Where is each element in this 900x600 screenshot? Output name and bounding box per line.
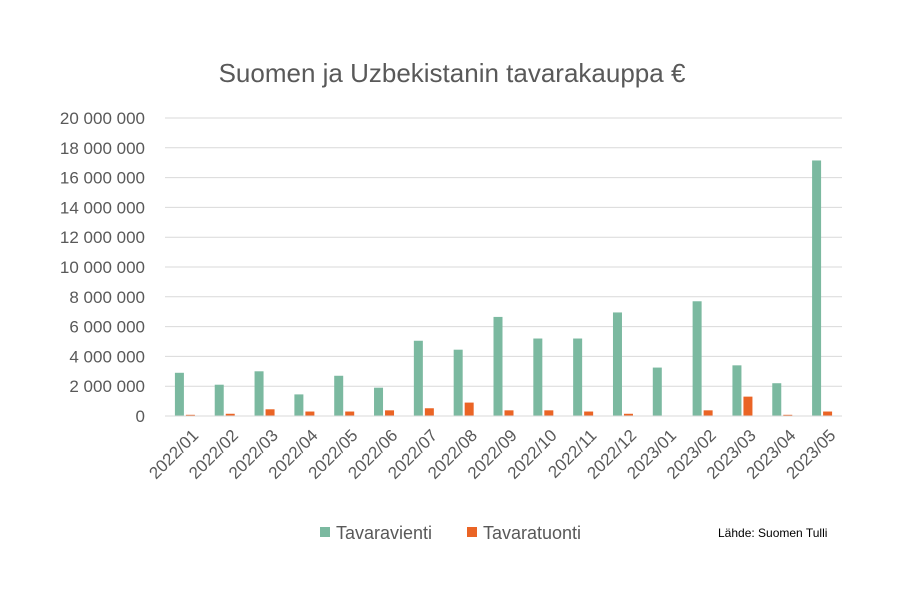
x-axis-ticks: 2022/012022/022022/032022/042022/052022/…	[145, 426, 839, 483]
bar-tavaratuonti-2022-07	[424, 408, 434, 416]
bar-tavaratuonti-2022-02	[225, 413, 235, 416]
y-tick-label: 0	[136, 407, 145, 426]
bar-tavaravienti-2023-05	[812, 160, 822, 416]
bars	[174, 160, 833, 416]
bar-tavaratuonti-2022-04	[305, 411, 315, 416]
bar-tavaravienti-2023-04	[772, 383, 782, 416]
bar-tavaravienti-2022-11	[573, 338, 583, 416]
y-tick-label: 8 000 000	[69, 288, 145, 307]
y-tick-label: 16 000 000	[60, 169, 145, 188]
bar-tavaravienti-2022-06	[374, 387, 384, 416]
bar-tavaratuonti-2022-01	[185, 414, 195, 416]
bar-tavaratuonti-2022-10	[544, 410, 554, 416]
bar-tavaratuonti-2023-04	[783, 414, 793, 416]
bar-tavaratuonti-2022-09	[504, 410, 514, 416]
bar-tavaratuonti-2023-03	[743, 396, 753, 416]
source-note: Lähde: Suomen Tulli	[718, 526, 827, 540]
bar-tavaravienti-2023-02	[692, 301, 702, 416]
bar-tavaravienti-2022-01	[174, 372, 184, 416]
y-tick-label: 18 000 000	[60, 139, 145, 158]
y-tick-label: 14 000 000	[60, 198, 145, 217]
legend-label-tavaratuonti: Tavaratuonti	[483, 523, 581, 543]
bar-tavaravienti-2023-03	[732, 365, 742, 416]
bar-tavaratuonti-2022-11	[584, 411, 594, 416]
bar-tavaravienti-2022-02	[214, 384, 224, 416]
bar-tavaravienti-2023-01	[652, 367, 662, 416]
y-tick-label: 12 000 000	[60, 228, 145, 247]
bar-tavaratuonti-2023-05	[823, 411, 833, 416]
y-tick-label: 2 000 000	[69, 377, 145, 396]
bar-tavaratuonti-2022-12	[623, 413, 633, 416]
bar-tavaravienti-2022-03	[254, 371, 264, 416]
bar-tavaravienti-2022-07	[413, 340, 423, 416]
y-tick-label: 20 000 000	[60, 109, 145, 128]
bar-tavaravienti-2022-09	[493, 316, 503, 416]
bar-tavaravienti-2022-05	[334, 375, 344, 416]
bar-tavaratuonti-2022-06	[385, 410, 395, 416]
chart-title: Suomen ja Uzbekistanin tavarakauppa €	[219, 58, 686, 88]
y-tick-label: 10 000 000	[60, 258, 145, 277]
bar-tavaravienti-2022-12	[612, 312, 622, 416]
bar-tavaratuonti-2022-08	[464, 402, 474, 416]
bar-tavaratuonti-2022-03	[265, 409, 275, 416]
gridlines	[165, 117, 842, 387]
legend-swatch-tavaravienti	[320, 527, 330, 537]
legend-swatch-tavaratuonti	[467, 527, 477, 537]
legend: Tavaravienti Tavaratuonti	[320, 523, 581, 543]
y-tick-label: 6 000 000	[69, 318, 145, 337]
bar-tavaravienti-2022-04	[294, 394, 304, 416]
legend-label-tavaravienti: Tavaravienti	[336, 523, 432, 543]
bar-tavaratuonti-2022-05	[345, 411, 355, 416]
y-tick-label: 4 000 000	[69, 347, 145, 366]
bar-tavaravienti-2022-10	[533, 338, 543, 416]
bar-tavaratuonti-2023-02	[703, 410, 713, 416]
y-axis-ticks: 0 2 000 000 4 000 000 6 000 000 8 000 000 10 …	[60, 109, 145, 426]
bar-tavaravienti-2022-08	[453, 349, 463, 416]
